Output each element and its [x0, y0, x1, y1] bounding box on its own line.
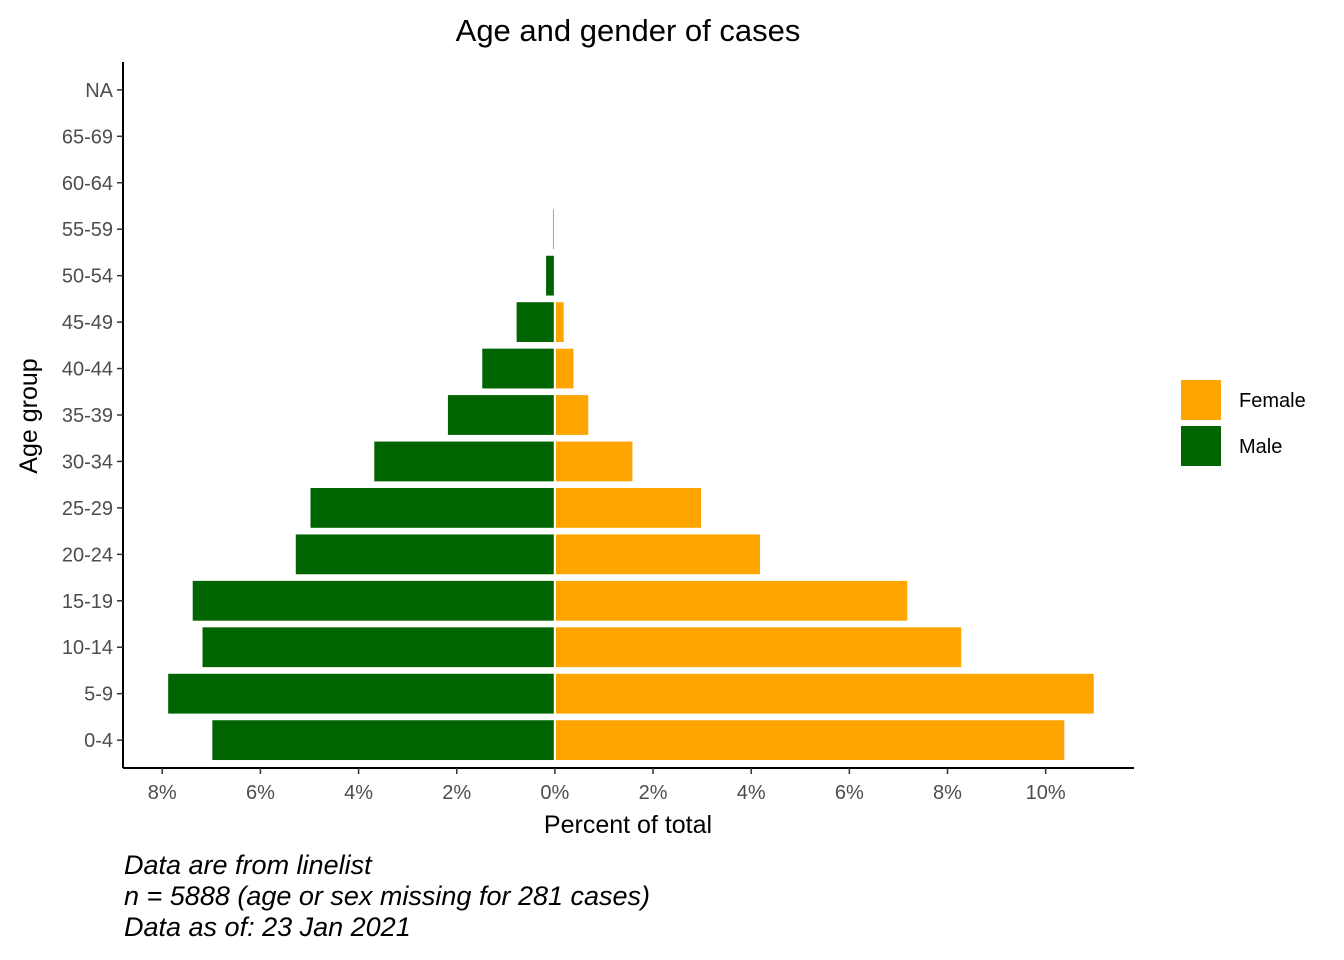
- x-tick-label: 0%: [540, 782, 569, 804]
- bar-male-25-29: [308, 485, 556, 530]
- plot-area: [166, 207, 1096, 763]
- x-tick-label: 8%: [148, 782, 177, 804]
- x-tick-label: 2%: [442, 782, 471, 804]
- bar-male-35-39: [445, 393, 556, 437]
- legend-key-male: [1181, 426, 1221, 466]
- x-tick-label: 10%: [1026, 782, 1066, 804]
- caption-line-date: Data as of: 23 Jan 2021: [124, 912, 411, 942]
- x-axis: 8% 6% 4% 2% 0% 2% 4% 6% 8% 10%: [148, 768, 1066, 804]
- bar-male-5-9: [166, 671, 556, 716]
- bar-female-15-19: [553, 578, 910, 623]
- bar-female-35-39: [553, 393, 591, 437]
- bar-female-20-24: [553, 532, 763, 577]
- legend-label-female: Female: [1239, 390, 1306, 412]
- x-tick-label: 2%: [639, 782, 668, 804]
- bar-female-40-44: [553, 346, 576, 391]
- y-tick-label-65-69: 65-69: [62, 126, 113, 148]
- bar-female-5-9: [553, 671, 1096, 716]
- x-tick-label: 8%: [933, 782, 962, 804]
- y-tick-label-30-34: 30-34: [62, 451, 113, 473]
- bar-male-10-14: [200, 625, 556, 670]
- y-tick-label-20-24: 20-24: [62, 544, 113, 566]
- bar-male-40-44: [480, 346, 556, 391]
- y-tick-label-40-44: 40-44: [62, 359, 113, 381]
- y-axis-title: Age group: [15, 358, 43, 473]
- y-tick-label-50-54: 50-54: [62, 266, 113, 288]
- bar-male-50-54: [544, 253, 556, 298]
- caption-line-source: Data are from linelist: [124, 850, 372, 880]
- bar-male-20-24: [293, 532, 556, 577]
- bar-male-0-4: [210, 718, 556, 763]
- caption-line-count: n = 5888 (age or sex missing for 281 cas…: [124, 881, 651, 911]
- bar-female-10-14: [553, 625, 964, 670]
- y-tick-label-55-59: 55-59: [62, 219, 113, 241]
- y-tick-label-10-14: 10-14: [62, 637, 113, 659]
- bar-female-45-49: [553, 300, 566, 345]
- y-axis: 0-4 5-9 10-14 15-19 20-24 25-29 30-34 35-39 40-4…: [62, 80, 123, 752]
- legend: Female Male: [1181, 380, 1306, 466]
- y-tick-label-5-9: 5-9: [84, 684, 113, 706]
- bar-male-55-59: [551, 207, 556, 252]
- x-tick-label: 6%: [835, 782, 864, 804]
- y-tick-label-25-29: 25-29: [62, 498, 113, 520]
- y-tick-label-0-4: 0-4: [84, 730, 113, 752]
- x-tick-label: 6%: [246, 782, 275, 804]
- y-tick-label-35-39: 35-39: [62, 405, 113, 427]
- bar-female-25-29: [553, 485, 704, 530]
- x-axis-title: Percent of total: [544, 811, 712, 839]
- legend-key-female: [1181, 380, 1221, 420]
- caption: Data are from linelist n = 5888 (age or …: [124, 850, 650, 943]
- y-tick-label-NA: NA: [85, 80, 113, 102]
- bar-male-45-49: [514, 300, 556, 345]
- legend-label-male: Male: [1239, 436, 1282, 458]
- y-tick-label-45-49: 45-49: [62, 312, 113, 334]
- x-tick-label: 4%: [344, 782, 373, 804]
- y-tick-label-15-19: 15-19: [62, 591, 113, 613]
- chart-title: Age and gender of cases: [456, 13, 801, 48]
- x-tick-label: 4%: [737, 782, 766, 804]
- bar-male-30-34: [372, 439, 556, 484]
- bar-female-30-34: [553, 439, 635, 484]
- bar-male-15-19: [190, 578, 556, 623]
- bar-female-0-4: [553, 718, 1067, 763]
- y-tick-label-60-64: 60-64: [62, 173, 113, 195]
